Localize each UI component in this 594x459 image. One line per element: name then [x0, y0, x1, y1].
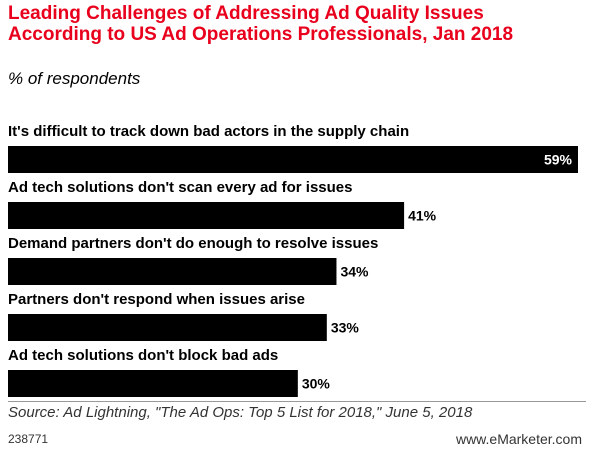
bar — [8, 202, 405, 229]
value-label: 59% — [544, 152, 573, 168]
category-label: Demand partners don't do enough to resol… — [8, 235, 378, 252]
bar — [8, 314, 327, 341]
chart-id: 238771 — [8, 432, 49, 446]
bar — [8, 258, 337, 285]
source-divider — [8, 401, 586, 402]
bar — [8, 146, 578, 173]
value-label: 41% — [408, 208, 437, 224]
category-label: Ad tech solutions don't block bad ads — [8, 347, 278, 364]
value-label: 30% — [302, 376, 331, 392]
chart-title: Leading Challenges of Addressing Ad Qual… — [8, 3, 514, 45]
category-label: It's difficult to track down bad actors … — [8, 123, 409, 140]
bar — [8, 370, 298, 397]
source-note: Source: Ad Lightning, "The Ad Ops: Top 5… — [8, 404, 473, 421]
brand-link[interactable]: www.eMarketer.com — [455, 431, 582, 447]
value-label: 34% — [340, 264, 369, 280]
category-label: Ad tech solutions don't scan every ad fo… — [8, 179, 353, 196]
category-label: Partners don't respond when issues arise — [8, 291, 305, 308]
chart-subtitle: % of respondents — [8, 69, 141, 88]
value-label: 33% — [331, 320, 360, 336]
